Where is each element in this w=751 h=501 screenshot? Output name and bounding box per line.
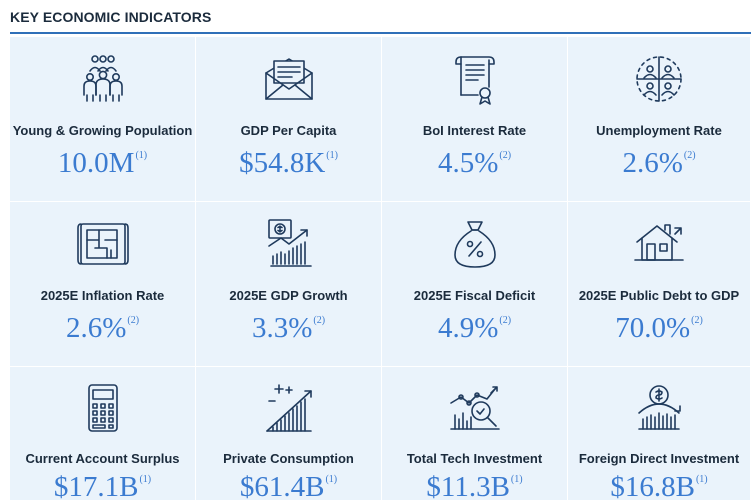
footnote-marker: (2): [127, 315, 140, 326]
indicator-label: Current Account Surplus: [25, 451, 180, 466]
indicator-label: 2025E Inflation Rate: [40, 288, 165, 303]
footnote-marker: (1): [695, 474, 708, 485]
indicator-card: Unemployment Rate 2.6%(2): [568, 37, 751, 202]
indicator-label: BoI Interest Rate: [422, 123, 527, 138]
indicator-card: Private Consumption $61.4B(1): [196, 367, 382, 501]
indicator-card: Total Tech Investment $11.3B(1): [382, 367, 568, 501]
indicator-card: 2025E Public Debt to GDP 70.0%(2): [568, 202, 751, 367]
indicator-value: 70.0%(2): [615, 312, 703, 344]
growth-bars-icon: [261, 216, 317, 272]
indicator-card: Current Account Surplus $17.1B(1): [10, 367, 196, 501]
header-divider: [10, 32, 751, 34]
people-group-icon: [75, 51, 131, 107]
indicator-label: 2025E Fiscal Deficit: [413, 288, 536, 303]
footnote-marker: (2): [499, 315, 512, 326]
indicator-card: Young & Growing Population 10.0M(1): [10, 37, 196, 202]
indicator-label: Young & Growing Population: [12, 123, 193, 138]
calculator-icon: [75, 381, 131, 437]
indicator-value: 4.9%(2): [437, 312, 512, 344]
indicator-card: BoI Interest Rate 4.5%(2): [382, 37, 568, 202]
footnote-marker: (1): [326, 150, 338, 161]
envelope-letter-icon: [261, 51, 317, 107]
footnote-marker: (1): [325, 474, 338, 485]
indicator-label: Private Consumption: [223, 451, 354, 466]
indicator-value: $16.8B(1): [610, 471, 708, 501]
footnote-marker: (2): [313, 315, 326, 326]
indicator-label: 2025E GDP Growth: [229, 288, 348, 303]
footnote-marker: (1): [139, 474, 152, 485]
footnote-marker: (1): [510, 474, 523, 485]
indicator-grid: Young & Growing Population 10.0M(1) GDP …: [10, 37, 751, 501]
footnote-marker: (2): [683, 150, 696, 161]
indicator-label: Unemployment Rate: [596, 123, 722, 138]
section-header: KEY ECONOMIC INDICATORS: [0, 0, 751, 34]
footnote-marker: (1): [135, 150, 148, 161]
footnote-marker: (2): [691, 315, 703, 326]
indicator-value: $11.3B(1): [426, 471, 523, 501]
indicator-label: Total Tech Investment: [406, 451, 543, 466]
indicator-card: Foreign Direct Investment $16.8B(1): [568, 367, 751, 501]
money-bag-percent-icon: [447, 216, 503, 272]
house-icon: [631, 216, 687, 272]
rising-chart-icon: [261, 381, 317, 437]
indicator-value: $17.1B(1): [53, 471, 152, 501]
indicator-value: 10.0M(1): [57, 147, 148, 179]
indicator-value: $61.4B(1): [239, 471, 338, 501]
dollar-coin-bars-icon: [631, 381, 687, 437]
footnote-marker: (2): [499, 150, 512, 161]
indicator-card: 2025E Inflation Rate 2.6%(2): [10, 202, 196, 367]
indicator-card: GDP Per Capita $54.8K(1): [196, 37, 382, 202]
scroll-document-icon: [447, 51, 503, 107]
section-title: KEY ECONOMIC INDICATORS: [10, 9, 212, 25]
indicator-value: 2.6%(2): [65, 312, 140, 344]
people-quadrant-icon: [631, 51, 687, 107]
indicator-value: 4.5%(2): [437, 147, 512, 179]
indicator-card: 2025E Fiscal Deficit 4.9%(2): [382, 202, 568, 367]
indicator-value: 2.6%(2): [622, 147, 696, 179]
indicator-value: 3.3%(2): [251, 312, 326, 344]
indicator-label: 2025E Public Debt to GDP: [578, 288, 740, 303]
indicator-label: Foreign Direct Investment: [578, 451, 740, 466]
indicator-label: GDP Per Capita: [240, 123, 337, 138]
blueprint-icon: [75, 216, 131, 272]
indicator-card: 2025E GDP Growth 3.3%(2): [196, 202, 382, 367]
chart-magnifier-icon: [447, 381, 503, 437]
indicator-value: $54.8K(1): [239, 147, 338, 179]
